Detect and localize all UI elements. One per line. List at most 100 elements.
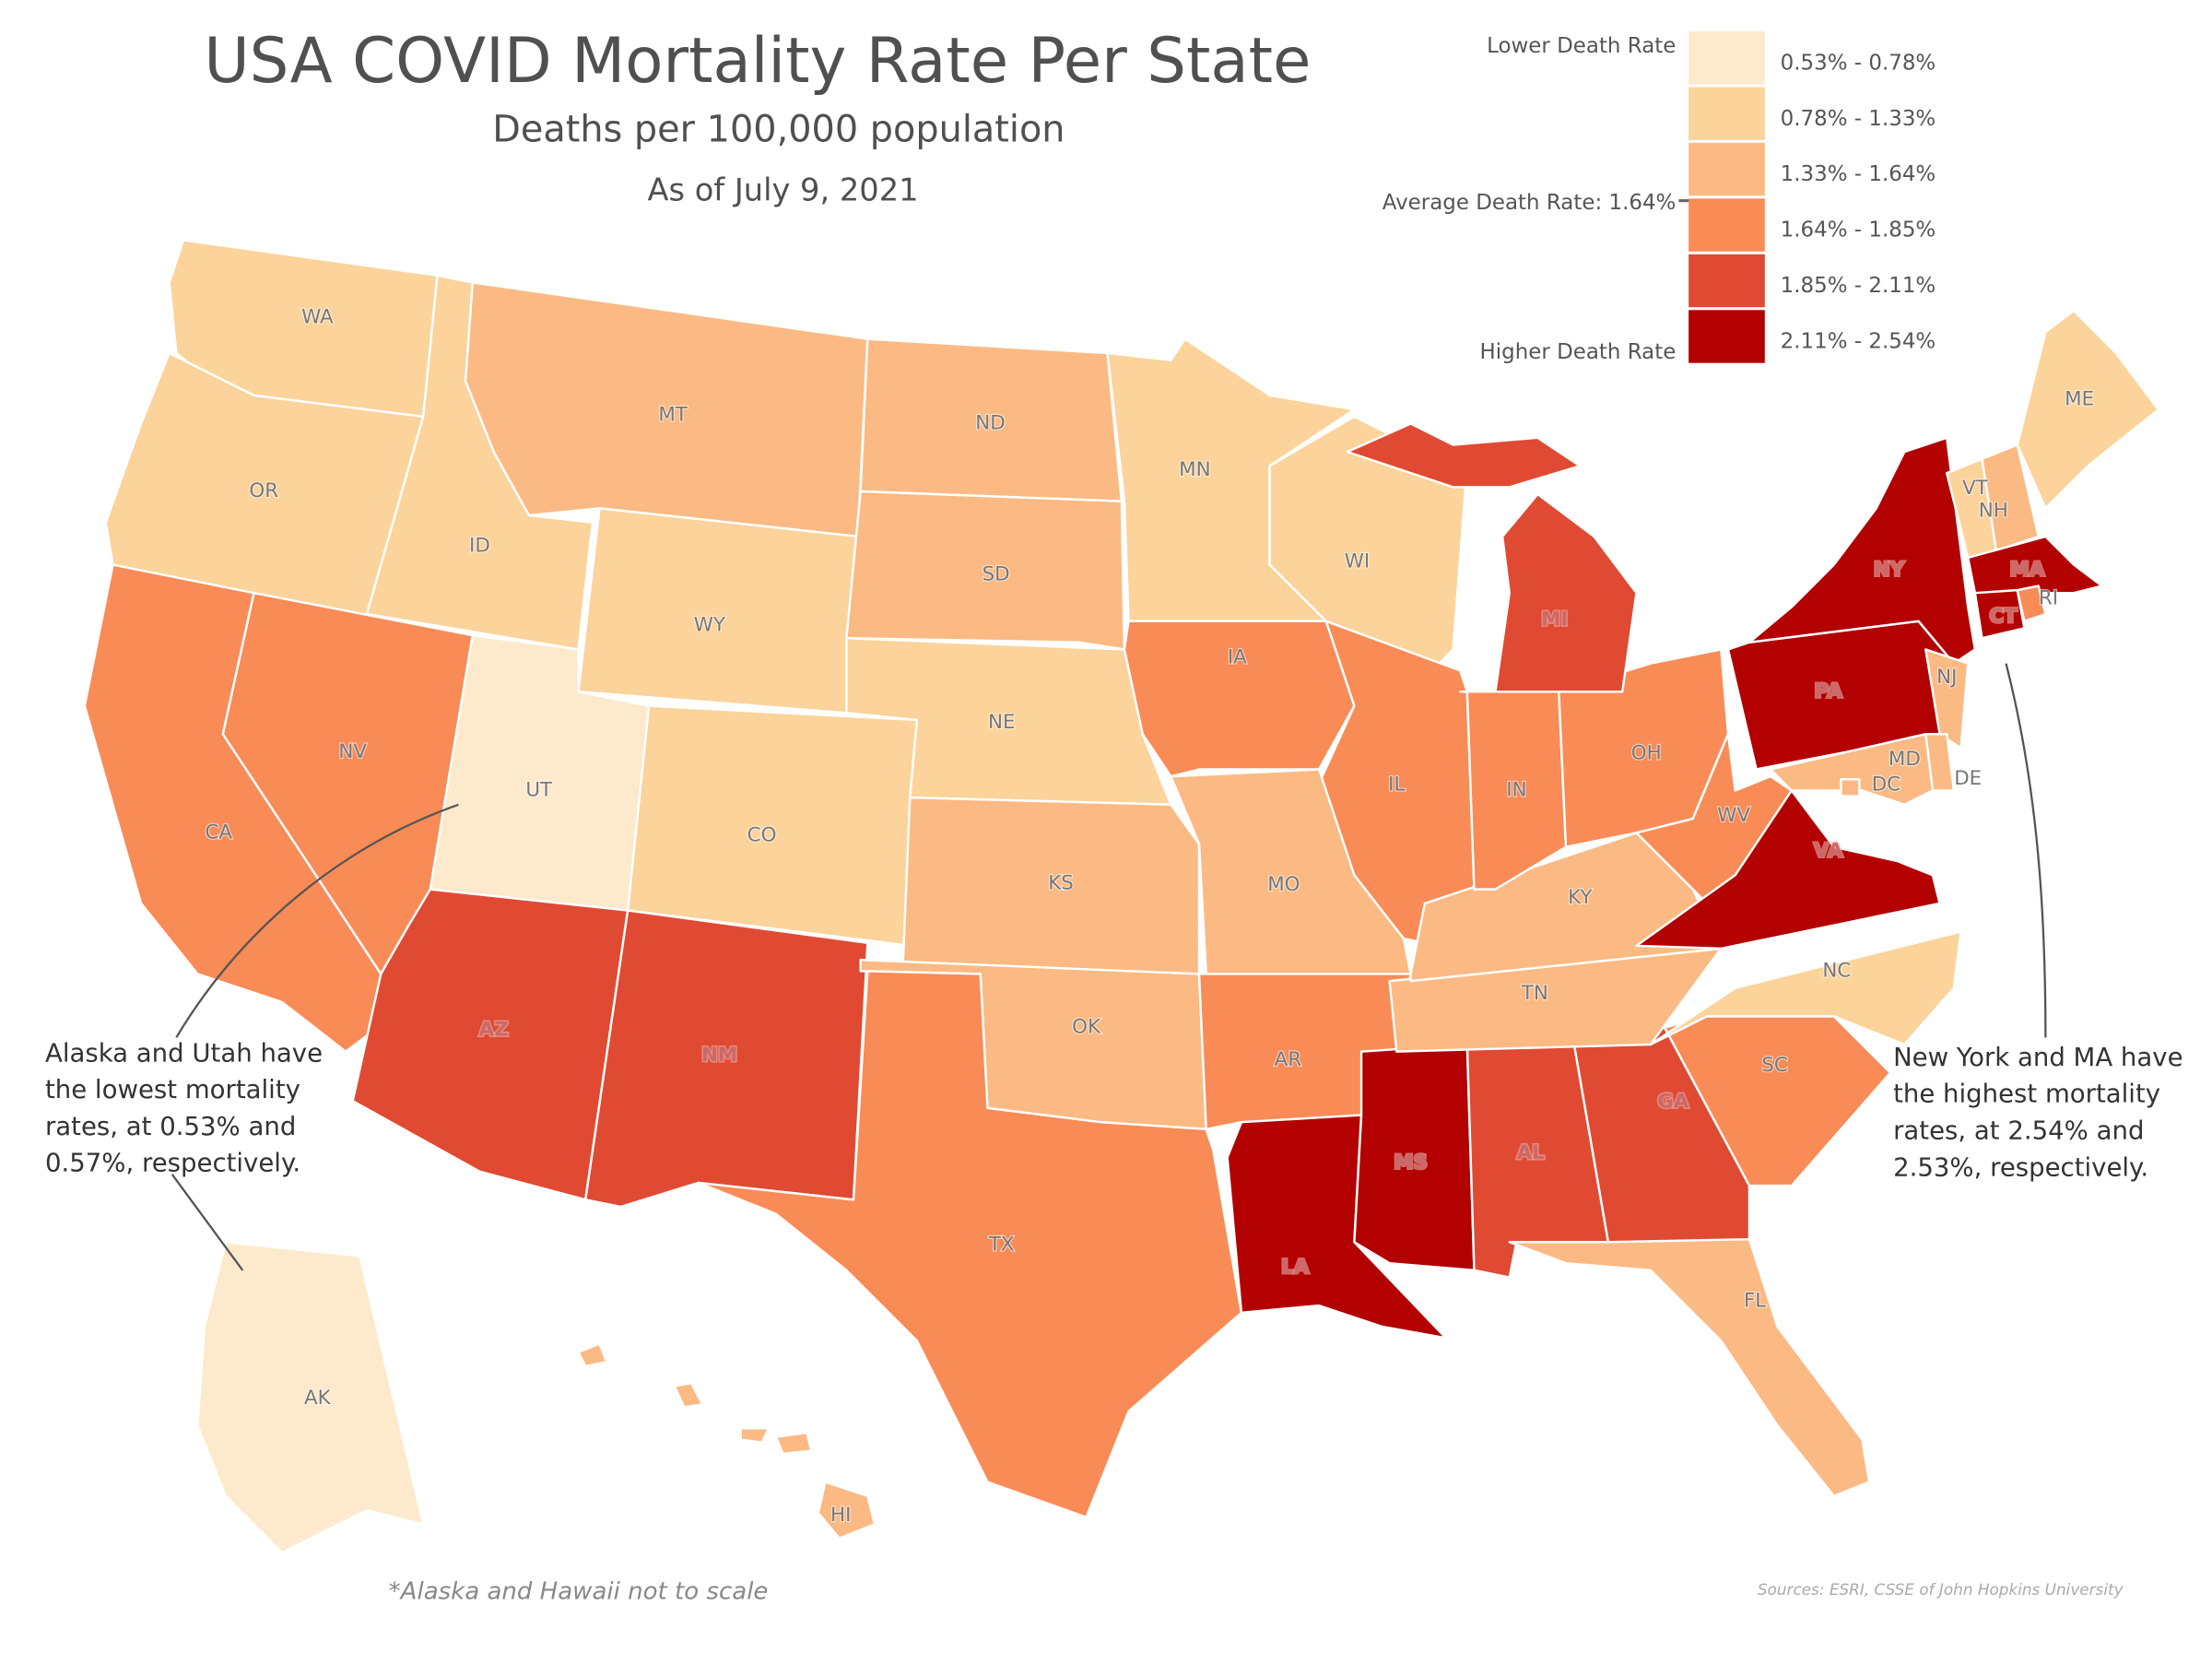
state-label-co: CO — [747, 823, 777, 846]
state-mi — [1346, 422, 1582, 489]
state-label-de: DE — [1954, 767, 1982, 790]
state-label-tx: TX — [988, 1233, 1015, 1256]
state-label-in: IN — [1506, 778, 1526, 801]
state-label-va: VA — [1814, 839, 1843, 862]
state-label-ga: GA — [1657, 1091, 1689, 1114]
state-label-fl: FL — [1744, 1290, 1766, 1313]
state-label-oh: OH — [1631, 742, 1662, 765]
state-label-nm: NM — [701, 1044, 737, 1067]
state-wy — [577, 507, 859, 714]
state-ak — [196, 1241, 425, 1554]
legend: Lower Death Rate Average Death Rate: 1.6… — [1382, 31, 1936, 364]
state-label-wi: WI — [1345, 550, 1370, 573]
state-ri — [2016, 584, 2047, 623]
legend-swatch-6 — [1688, 310, 1765, 363]
legend-average-label: Average Death Rate: 1.64% — [1382, 191, 1677, 215]
state-va — [1635, 789, 1941, 950]
legend-swatch-2 — [1688, 87, 1765, 140]
footnote: *Alaska and Hawaii not to scale — [389, 1578, 769, 1606]
legend-range-4: 1.64% - 1.85% — [1781, 218, 1936, 242]
legend-lower-label: Lower Death Rate — [1487, 34, 1676, 58]
state-label-nc: NC — [1822, 959, 1851, 982]
state-label-ak: AK — [304, 1387, 332, 1410]
state-label-nd: ND — [975, 412, 1006, 435]
state-label-al: AL — [1517, 1141, 1546, 1164]
state-label-mt: MT — [658, 403, 688, 426]
state-labels: WA OR CA ID NV MT WY UT CO AZ NM ND SD NE KS OK TX MN WI IA… — [204, 305, 2095, 1529]
state-label-id: ID — [469, 535, 490, 558]
state-label-me: ME — [2065, 387, 2094, 410]
state-label-tn: TN — [1521, 982, 1548, 1005]
state-label-az: AZ — [479, 1019, 509, 1042]
state-nc — [1649, 930, 1962, 1046]
low-annotation: Alaska and Utah have the lowest mortalit… — [45, 1038, 331, 1177]
state-hi — [774, 1431, 813, 1456]
state-label-mi: MI — [1541, 608, 1568, 631]
state-me — [2016, 309, 2160, 510]
source-credit: Sources: ESRI, CSSE of John Hopkins Univ… — [1758, 1580, 2124, 1599]
state-label-pa: PA — [1815, 679, 1843, 703]
state-label-il: IL — [1388, 773, 1405, 796]
state-label-mo: MO — [1267, 873, 1300, 896]
state-tx — [697, 970, 1243, 1518]
state-label-ca: CA — [205, 821, 232, 844]
state-label-ky: KY — [1568, 886, 1593, 909]
state-label-md: MD — [1888, 748, 1921, 771]
state-label-wa: WA — [301, 306, 334, 329]
state-label-ct: CT — [1989, 605, 2018, 628]
state-label-ut: UT — [525, 778, 553, 801]
state-label-wv: WV — [1717, 804, 1750, 827]
state-label-mn: MN — [1179, 458, 1210, 481]
state-md — [1769, 733, 1935, 806]
map-date: As of July 9, 2021 — [647, 172, 918, 208]
state-label-wy: WY — [694, 613, 726, 636]
legend-swatch-1 — [1688, 31, 1765, 85]
state-ks — [901, 796, 1201, 975]
state-hi — [739, 1427, 771, 1444]
state-label-ny: NY — [1874, 559, 1905, 582]
state-label-or: OR — [249, 479, 278, 502]
legend-swatch-5 — [1688, 254, 1765, 308]
state-shapes — [83, 239, 2160, 1554]
legend-range-1: 0.53% - 0.78% — [1781, 51, 1936, 75]
state-label-hi: HI — [830, 1504, 851, 1527]
state-label-ma: MA — [2010, 559, 2045, 582]
legend-range-5: 1.85% - 2.11% — [1781, 274, 1936, 298]
state-label-ri: RI — [2039, 586, 2058, 609]
utah-annotation-line — [175, 803, 459, 1038]
state-label-sc: SC — [1761, 1054, 1788, 1077]
state-label-ok: OK — [1072, 1016, 1101, 1039]
state-nj — [1924, 648, 1970, 750]
state-label-dc: DC — [1872, 773, 1900, 796]
state-hi — [673, 1382, 704, 1409]
legend-swatch-4 — [1688, 198, 1765, 252]
map-subtitle: Deaths per 100,000 population — [492, 108, 1065, 150]
state-ia — [1123, 620, 1356, 778]
legend-range-3: 1.33% - 1.64% — [1781, 162, 1936, 186]
state-label-nh: NH — [1979, 499, 2008, 522]
state-nh — [1981, 443, 2040, 552]
state-label-nj: NJ — [1936, 666, 1957, 689]
state-wi — [1268, 415, 1469, 665]
state-fl — [1508, 1237, 1871, 1497]
state-label-ia: IA — [1228, 646, 1247, 669]
state-label-sd: SD — [982, 562, 1010, 585]
state-hi — [817, 1481, 877, 1540]
state-label-ar: AR — [1275, 1048, 1302, 1071]
state-mi — [1494, 492, 1638, 693]
state-dc — [1840, 778, 1861, 797]
alaska-annotation-line — [171, 1174, 244, 1271]
map-title: USA COVID Mortality Rate Per State — [204, 24, 1311, 97]
high-annotation: New York and MA have the highest mortali… — [1893, 1043, 2191, 1182]
state-sd — [845, 490, 1126, 651]
state-label-vt: VT — [1962, 477, 1989, 500]
legend-swatch-3 — [1688, 142, 1765, 196]
state-label-ms: MS — [1394, 1151, 1428, 1175]
state-hi — [577, 1342, 608, 1368]
state-ny — [1747, 436, 1977, 665]
ny-annotation-line — [2005, 663, 2047, 1038]
state-label-ks: KS — [1048, 871, 1074, 894]
state-label-la: LA — [1281, 1256, 1310, 1279]
state-label-nv: NV — [338, 740, 367, 763]
